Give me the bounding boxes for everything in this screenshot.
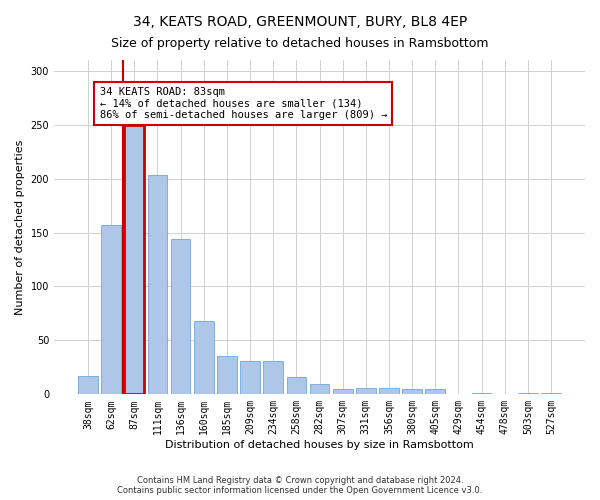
Bar (124, 124, 144, 394)
Bar (171, 239, 190, 394)
Bar (240, 361, 260, 394)
Bar (425, 389, 445, 394)
Bar (148, 176, 167, 394)
Text: 34, KEATS ROAD, GREENMOUNT, BURY, BL8 4EP: 34, KEATS ROAD, GREENMOUNT, BURY, BL8 4E… (133, 15, 467, 29)
Bar (101, 225, 121, 394)
Bar (356, 388, 376, 394)
Text: 34 KEATS ROAD: 83sqm
← 14% of detached houses are smaller (134)
86% of semi-deta: 34 KEATS ROAD: 83sqm ← 14% of detached h… (100, 87, 387, 120)
Text: Size of property relative to detached houses in Ramsbottom: Size of property relative to detached ho… (111, 38, 489, 51)
Bar (379, 388, 399, 394)
Bar (78, 376, 98, 394)
Y-axis label: Number of detached properties: Number of detached properties (15, 140, 25, 315)
Bar (194, 321, 214, 394)
Text: Contains HM Land Registry data © Crown copyright and database right 2024.
Contai: Contains HM Land Registry data © Crown c… (118, 476, 482, 495)
Bar (333, 389, 353, 394)
Bar (402, 389, 422, 394)
Bar (263, 361, 283, 394)
Bar (217, 356, 237, 395)
Bar (310, 384, 329, 394)
X-axis label: Distribution of detached houses by size in Ramsbottom: Distribution of detached houses by size … (165, 440, 474, 450)
Bar (287, 377, 306, 394)
